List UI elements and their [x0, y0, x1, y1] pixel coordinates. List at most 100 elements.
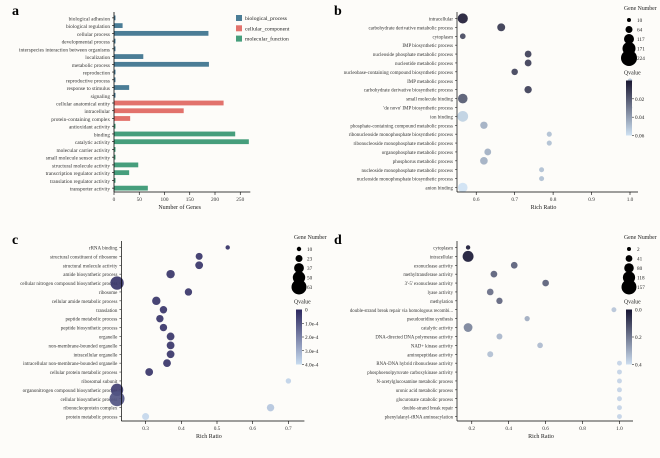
svg-text:reproduction: reproduction: [83, 71, 110, 77]
svg-text:phosphate-containing compound: phosphate-containing compound metabolic …: [350, 124, 453, 129]
svg-text:'de novo' IMP biosynthetic pro: 'de novo' IMP biosynthetic process: [383, 106, 453, 111]
svg-text:Rich Ratio: Rich Ratio: [531, 205, 557, 211]
svg-text:NAD+ kinase activity: NAD+ kinase activity: [411, 344, 454, 349]
svg-text:0.3: 0.3: [142, 426, 149, 432]
svg-text:100: 100: [161, 197, 169, 203]
svg-text:ribosomal subunit: ribosomal subunit: [81, 380, 118, 385]
svg-text:1.0: 1.0: [627, 197, 634, 203]
svg-text:intracellular non-membrane-bou: intracellular non-membrane-bounded organ…: [23, 362, 118, 367]
svg-text:biological adhesion: biological adhesion: [69, 16, 111, 22]
svg-text:50: 50: [137, 197, 143, 203]
svg-text:intracellular organelle: intracellular organelle: [73, 353, 118, 358]
svg-text:molecular carrier activity: molecular carrier activity: [56, 148, 110, 154]
svg-text:0.8: 0.8: [579, 426, 586, 432]
svg-text:intracellular: intracellular: [430, 255, 454, 260]
svg-text:ion binding: ion binding: [430, 115, 453, 120]
svg-text:cellular amide metabolic proce: cellular amide metabolic process: [52, 300, 118, 305]
svg-text:Gene Number: Gene Number: [294, 235, 327, 241]
svg-text:organelle: organelle: [99, 335, 118, 340]
svg-text:2.0e-4: 2.0e-4: [305, 335, 319, 341]
svg-text:phosphorus metabolic process: phosphorus metabolic process: [393, 160, 453, 165]
svg-text:catalytic activity: catalytic activity: [75, 140, 111, 146]
svg-text:aminopeptidase activity: aminopeptidase activity: [407, 353, 453, 358]
svg-text:nucleoside monophosphate metab: nucleoside monophosphate metabolic proce…: [361, 169, 453, 174]
svg-text:80: 80: [637, 266, 643, 272]
svg-text:uronic acid metabolic process: uronic acid metabolic process: [396, 389, 453, 394]
svg-text:peptide metabolic process: peptide metabolic process: [65, 318, 117, 323]
svg-text:0.4: 0.4: [635, 363, 642, 369]
svg-text:0.4: 0.4: [178, 426, 185, 432]
svg-text:0.02: 0.02: [635, 97, 645, 103]
svg-text:DNA-directed DNA polymerase ac: DNA-directed DNA polymerase activity: [375, 335, 453, 340]
svg-text:1.0: 1.0: [616, 426, 623, 432]
svg-text:interspecies interaction betwe: interspecies interaction between organis…: [19, 47, 110, 53]
svg-text:cellular biosynthetic process: cellular biosynthetic process: [60, 398, 117, 403]
svg-text:double-strand break repair via: double-strand break repair via homologou…: [350, 309, 453, 314]
svg-text:1.0e-4: 1.0e-4: [305, 321, 319, 327]
svg-text:ribonucleoside monophosphate b: ribonucleoside monophosphate biosyntheti…: [349, 133, 453, 138]
svg-text:0.06: 0.06: [635, 134, 645, 140]
svg-text:rRNA binding: rRNA binding: [89, 246, 118, 251]
svg-text:cellular anatomical entity: cellular anatomical entity: [56, 102, 110, 108]
svg-text:structural molecule activity: structural molecule activity: [52, 163, 110, 169]
svg-text:0.04: 0.04: [635, 115, 645, 121]
svg-text:ribosome: ribosome: [99, 291, 118, 296]
svg-text:methylation: methylation: [430, 300, 454, 305]
svg-text:c: c: [12, 233, 18, 248]
svg-text:ribonucleoprotein complex: ribonucleoprotein complex: [63, 407, 118, 412]
svg-text:nucleoside monophosphate biosy: nucleoside monophosphate biosynthetic pr…: [357, 178, 453, 183]
svg-text:biological regulation: biological regulation: [66, 24, 110, 30]
svg-text:cellular_component: cellular_component: [245, 26, 290, 32]
svg-text:0.7: 0.7: [511, 197, 518, 203]
svg-text:b: b: [334, 4, 342, 19]
svg-text:carbohydrate derivative metabo: carbohydrate derivative metabolic proces…: [368, 26, 453, 31]
svg-text:0.7: 0.7: [285, 426, 292, 432]
svg-text:37: 37: [307, 266, 313, 272]
svg-text:signaling: signaling: [91, 94, 111, 100]
svg-text:nucleotide metabolic process: nucleotide metabolic process: [395, 62, 453, 67]
svg-text:small molecule binding: small molecule binding: [406, 98, 453, 103]
svg-text:phosphoenolpyruvate carboxykin: phosphoenolpyruvate carboxykinase activi…: [367, 371, 453, 376]
svg-text:10: 10: [307, 247, 313, 253]
svg-text:anion binding: anion binding: [425, 187, 453, 192]
svg-text:0: 0: [113, 197, 116, 203]
svg-text:d: d: [334, 233, 342, 248]
svg-text:a: a: [12, 4, 19, 19]
svg-text:nucleobase-containing compound: nucleobase-containing compound biosynthe…: [344, 71, 453, 76]
svg-text:Rich Ratio: Rich Ratio: [196, 434, 222, 440]
svg-text:Qvalue: Qvalue: [624, 300, 641, 306]
svg-text:2: 2: [637, 247, 640, 253]
svg-text:glucuronate catabolic process: glucuronate catabolic process: [396, 398, 453, 403]
svg-text:molecular_function: molecular_function: [245, 36, 289, 43]
svg-text:exonuclease activity: exonuclease activity: [414, 264, 454, 269]
svg-text:64: 64: [637, 28, 643, 34]
svg-text:IMP biosynthetic process: IMP biosynthetic process: [402, 44, 453, 49]
svg-text:lyase activity: lyase activity: [428, 291, 454, 296]
svg-text:non-membrane-bounded organelle: non-membrane-bounded organelle: [48, 344, 118, 349]
svg-text:protein-containing complex: protein-containing complex: [51, 117, 110, 123]
svg-text:cellular process: cellular process: [77, 32, 110, 38]
svg-text:0.9: 0.9: [588, 197, 595, 203]
svg-text:Gene Number: Gene Number: [624, 235, 657, 241]
svg-text:Gene Number: Gene Number: [624, 6, 657, 12]
svg-text:structural molecule activity: structural molecule activity: [63, 264, 118, 269]
svg-text:0: 0: [305, 308, 308, 314]
svg-text:150: 150: [186, 197, 194, 203]
svg-text:response to stimulus: response to stimulus: [67, 86, 110, 92]
svg-text:organophosphate metabolic proc: organophosphate metabolic process: [382, 151, 453, 156]
svg-text:peptide biosynthetic process: peptide biosynthetic process: [61, 327, 118, 332]
svg-text:0.0: 0.0: [635, 308, 642, 314]
svg-text:cellular nitrogen compound bio: cellular nitrogen compound biosynthetic …: [20, 282, 117, 287]
svg-text:protein metabolic process: protein metabolic process: [66, 416, 117, 421]
svg-text:224: 224: [637, 56, 645, 62]
svg-text:binding: binding: [94, 132, 111, 138]
svg-text:transporter activity: transporter activity: [70, 187, 111, 193]
svg-text:0.2: 0.2: [635, 335, 642, 341]
svg-text:translation: translation: [96, 309, 118, 314]
svg-text:Qvalue: Qvalue: [294, 300, 311, 306]
svg-text:phenylalanyl-tRNA aminoacylati: phenylalanyl-tRNA aminoacylation: [385, 416, 454, 421]
svg-text:0.2: 0.2: [468, 426, 475, 432]
svg-text:63: 63: [307, 285, 313, 291]
svg-text:nucleoside phosphate metabolic: nucleoside phosphate metabolic process: [373, 53, 453, 58]
svg-text:10: 10: [637, 18, 643, 24]
